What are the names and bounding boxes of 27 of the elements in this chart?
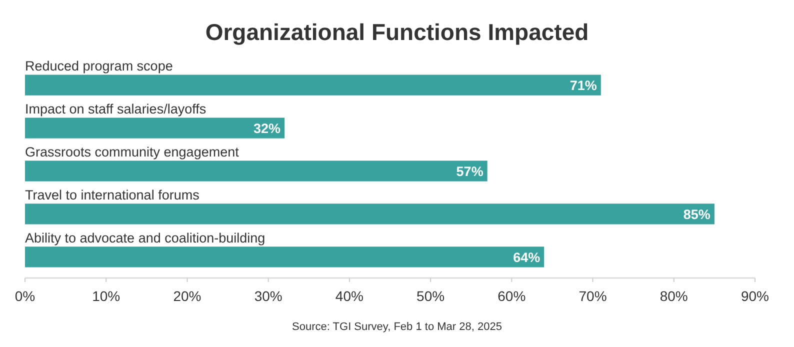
x-tick-label: 60% — [498, 288, 526, 304]
bar — [25, 160, 488, 182]
x-tick-label: 40% — [335, 288, 364, 304]
y-tick-label: Ability to advocate and coalition-building — [25, 230, 266, 246]
x-tick-label: 10% — [92, 288, 120, 304]
bar — [25, 204, 714, 224]
x-tick-label: 50% — [416, 288, 445, 304]
data-label: 32% — [254, 121, 281, 136]
data-label: 85% — [683, 206, 710, 222]
x-tick-label: 80% — [660, 288, 688, 304]
y-tick-label: Impact on staff salaries/layoffs — [25, 102, 206, 117]
x-tick-label: 20% — [173, 288, 202, 304]
x-tick-label: 70% — [578, 288, 607, 304]
x-tick-label: 0% — [14, 288, 36, 304]
y-tick-label: Reduced program scope — [25, 58, 173, 74]
data-label: 64% — [513, 250, 540, 265]
source-note: Source: TGI Survey, Feb 1 to Mar 28, 2025 — [292, 321, 502, 333]
bar — [25, 74, 601, 96]
bar — [25, 118, 285, 138]
chart-title: Organizational Functions Impacted — [205, 19, 589, 45]
x-tick-label: 90% — [740, 288, 770, 304]
bar — [25, 246, 544, 268]
data-label: 57% — [456, 164, 484, 179]
y-tick-label: Grassroots community engagement — [25, 144, 240, 160]
data-label: 71% — [570, 78, 597, 94]
x-tick-label: 30% — [254, 288, 282, 304]
y-tick-label: Travel to international forums — [25, 188, 200, 203]
